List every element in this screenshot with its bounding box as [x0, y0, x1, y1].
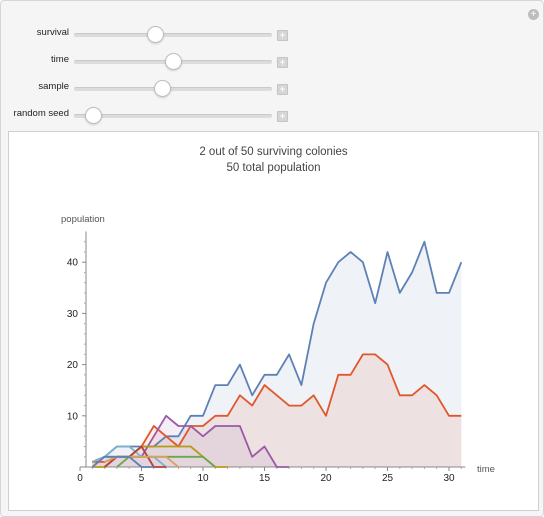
population-chart: 0 5 10 15 20 25 30 10 20 30 40 population time — [61, 214, 495, 484]
slider-row-survival: survival + — [1, 25, 301, 43]
y-axis-label: population — [61, 214, 105, 225]
slider-label-survival: survival — [36, 27, 69, 38]
plus-icon[interactable]: + — [277, 30, 288, 41]
plus-icon[interactable]: + — [277, 111, 288, 122]
plus-icon[interactable]: + — [277, 84, 288, 95]
slider-label-time: time — [51, 54, 69, 65]
x-tick-label: 20 — [320, 473, 332, 484]
slider-row-random-seed: random seed + — [1, 106, 301, 124]
x-axis-label: time — [477, 464, 495, 475]
slider-row-sample: sample + — [1, 79, 301, 97]
y-tick-label: 30 — [67, 309, 79, 320]
plot-area: 2 out of 50 surviving colonies 50 total … — [8, 131, 539, 511]
series-fill-1 — [92, 354, 462, 467]
slider-label-sample: sample — [38, 81, 69, 92]
series-fill-2 — [92, 415, 290, 467]
y-tick-label: 10 — [67, 411, 79, 422]
x-tick-label: 0 — [77, 473, 83, 484]
x-tick-label: 25 — [382, 473, 394, 484]
plus-icon[interactable]: + — [277, 57, 288, 68]
series-line-1 — [92, 353, 462, 463]
slider-track-random-seed[interactable] — [74, 114, 272, 118]
slider-thumb-survival[interactable] — [146, 26, 164, 43]
x-tick-label: 5 — [139, 473, 145, 484]
slider-track-survival[interactable] — [74, 33, 272, 37]
slider-track-sample[interactable] — [74, 87, 272, 91]
slider-row-time: time + — [1, 52, 301, 70]
x-tick-label: 30 — [443, 473, 455, 484]
plot-title-line2: 50 total population — [226, 162, 321, 174]
x-tick-label: 15 — [259, 473, 271, 484]
y-tick-label: 40 — [67, 258, 79, 269]
y-tick-label: 20 — [67, 360, 79, 371]
slider-thumb-time[interactable] — [165, 53, 182, 70]
slider-thumb-sample[interactable] — [154, 80, 172, 97]
slider-thumb-random-seed[interactable] — [84, 107, 102, 124]
series-line-8 — [91, 455, 154, 468]
plot-title-line1: 2 out of 50 surviving colonies — [199, 146, 348, 158]
plus-circle-icon[interactable]: + — [528, 9, 539, 20]
series-fill-0 — [92, 241, 462, 467]
x-tick-label: 10 — [197, 473, 209, 484]
slider-label-random-seed: random seed — [13, 108, 69, 119]
